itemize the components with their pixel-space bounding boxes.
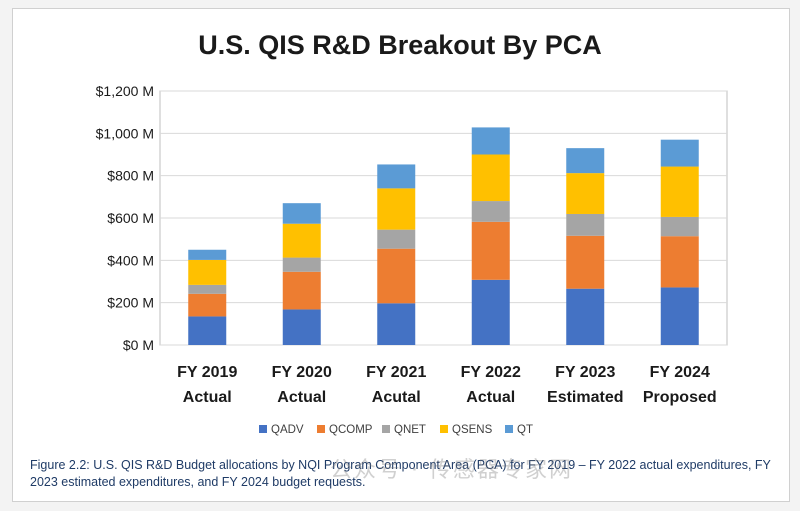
x-tick-label: FY 2023 bbox=[555, 364, 615, 381]
legend-swatch-qcomp bbox=[317, 425, 325, 433]
bar-qsens bbox=[188, 259, 227, 285]
bar-qcomp bbox=[471, 221, 510, 280]
bar-qadv bbox=[282, 309, 321, 345]
legend-label-qcomp: QCOMP bbox=[329, 424, 373, 436]
bar-qadv bbox=[188, 316, 227, 345]
bar-qsens bbox=[660, 166, 699, 217]
legend-swatch-qt bbox=[505, 425, 513, 433]
x-tick-label: Estimated bbox=[547, 389, 623, 406]
bar-qcomp bbox=[188, 293, 227, 317]
bar-qcomp bbox=[566, 235, 605, 289]
bar-qadv bbox=[471, 279, 510, 345]
legend-label-qadv: QADV bbox=[271, 424, 304, 436]
bar-qcomp bbox=[282, 271, 321, 310]
bar-qnet bbox=[660, 216, 699, 237]
legend-label-qnet: QNET bbox=[394, 424, 426, 436]
bar-qcomp bbox=[660, 236, 699, 288]
bar-qadv bbox=[377, 303, 416, 345]
bar-qt bbox=[660, 139, 699, 167]
legend-swatch-qnet bbox=[382, 425, 390, 433]
y-tick-label: $600 M bbox=[107, 210, 154, 226]
y-tick-label: $200 M bbox=[107, 295, 154, 311]
x-tick-label: Actual bbox=[466, 389, 515, 406]
bar-qt bbox=[188, 249, 227, 260]
x-tick-label: Proposed bbox=[643, 389, 717, 406]
bar-qnet bbox=[566, 213, 605, 236]
y-tick-label: $400 M bbox=[107, 252, 154, 268]
bar-qsens bbox=[282, 223, 321, 258]
bar-qsens bbox=[471, 154, 510, 202]
chart-title: U.S. QIS R&D Breakout By PCA bbox=[198, 30, 602, 60]
bar-qcomp bbox=[377, 248, 416, 304]
x-tick-label: FY 2024 bbox=[650, 364, 710, 381]
bar-qt bbox=[566, 148, 605, 174]
y-tick-label: $1,200 M bbox=[96, 83, 154, 99]
bar-qnet bbox=[188, 284, 227, 294]
bar-qt bbox=[471, 127, 510, 155]
x-tick-label: Actual bbox=[183, 389, 232, 406]
y-tick-label: $0 M bbox=[123, 337, 154, 353]
x-tick-label: FY 2021 bbox=[366, 364, 426, 381]
bar-qt bbox=[377, 164, 416, 189]
bar-qnet bbox=[377, 229, 416, 249]
figure-caption: Figure 2.2: U.S. QIS R&D Budget allocati… bbox=[30, 458, 771, 489]
x-tick-label: FY 2019 bbox=[177, 364, 237, 381]
legend-label-qt: QT bbox=[517, 424, 533, 436]
bar-qt bbox=[282, 203, 321, 224]
bar-qadv bbox=[660, 287, 699, 345]
y-tick-label: $800 M bbox=[107, 168, 154, 184]
bar-qadv bbox=[566, 288, 605, 345]
x-tick-label: FY 2022 bbox=[461, 364, 521, 381]
x-tick-label: FY 2020 bbox=[272, 364, 332, 381]
x-tick-label: Actual bbox=[277, 389, 326, 406]
bar-qsens bbox=[566, 173, 605, 214]
legend-swatch-qsens bbox=[440, 425, 448, 433]
y-tick-label: $1,000 M bbox=[96, 125, 154, 141]
x-tick-label: Acutal bbox=[372, 389, 421, 406]
legend-label-qsens: QSENS bbox=[452, 424, 493, 436]
legend-swatch-qadv bbox=[259, 425, 267, 433]
bar-qsens bbox=[377, 188, 416, 230]
bar-qnet bbox=[282, 257, 321, 272]
bar-qnet bbox=[471, 201, 510, 222]
